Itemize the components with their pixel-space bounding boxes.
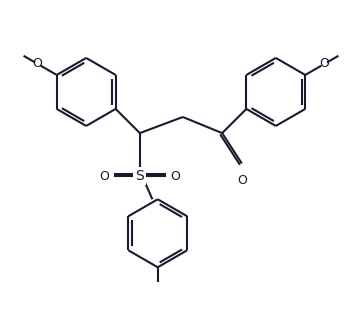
Text: O: O [237, 174, 247, 186]
Text: O: O [33, 57, 42, 70]
Text: O: O [320, 57, 329, 70]
Text: O: O [99, 169, 109, 182]
Text: O: O [171, 169, 181, 182]
Text: S: S [135, 169, 144, 183]
